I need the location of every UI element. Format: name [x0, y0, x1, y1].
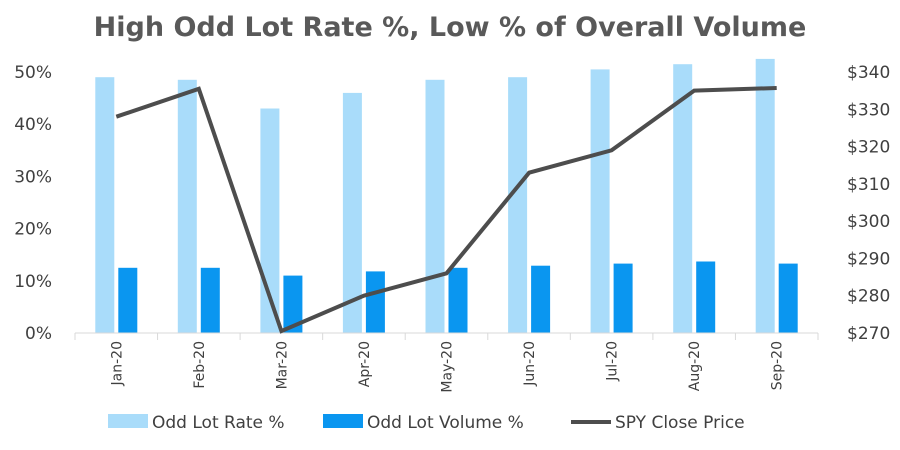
y-right-tick-label: $340	[847, 63, 890, 83]
bar-odd-lot-rate-may-20	[425, 79, 445, 333]
x-tick-label: Jan-20	[109, 341, 125, 386]
bar-odd-lot-volume-may-20	[448, 267, 468, 334]
y-left-tick-label: 0%	[25, 324, 52, 344]
bar-odd-lot-rate-feb-20	[177, 79, 197, 333]
x-tick-label: Jun-20	[522, 341, 538, 387]
y-right-tick-label: $330	[847, 100, 890, 120]
bar-odd-lot-rate-jun-20	[508, 77, 528, 333]
axes-layer: Jan-20 Feb-20 Mar-20 Apr-20 May-20 Jun-20 Jul-…	[14, 63, 890, 393]
bar-odd-lot-rate-sep-20	[755, 58, 775, 334]
y-right-tick-label: $290	[847, 249, 890, 269]
x-tick-label: Apr-20	[357, 341, 373, 387]
y-left-tick-label: 10%	[14, 272, 52, 292]
legend-swatch-odd-lot-volume	[323, 414, 363, 428]
y-left-tick-label: 40%	[14, 115, 52, 135]
x-tick-label: Aug-20	[687, 341, 703, 391]
line-layer	[115, 86, 777, 334]
bar-odd-lot-volume-jan-20	[118, 267, 138, 334]
y-right-tick-label: $280	[847, 287, 890, 307]
x-tick-label: Mar-20	[274, 341, 290, 389]
bar-odd-lot-volume-sep-20	[778, 263, 798, 333]
bar-odd-lot-rate-jul-20	[590, 69, 610, 334]
bar-odd-lot-volume-feb-20	[200, 267, 220, 334]
y-left-tick-label: 30%	[14, 167, 52, 187]
bar-odd-lot-volume-mar-20	[283, 275, 303, 333]
bar-odd-lot-rate-aug-20	[673, 64, 693, 333]
x-tick-label: Feb-20	[192, 341, 208, 389]
chart-title: High Odd Lot Rate %, Low % of Overall Vo…	[94, 12, 807, 43]
legend-swatch-odd-lot-rate	[108, 414, 148, 428]
bar-odd-lot-rate-apr-20	[342, 92, 362, 334]
bars-layer	[95, 58, 798, 334]
bar-odd-lot-volume-aug-20	[696, 261, 716, 333]
legend-label: Odd Lot Volume %	[367, 413, 524, 433]
y-left-tick-label: 20%	[14, 220, 52, 240]
legend: Odd Lot Rate % Odd Lot Volume % SPY Close …	[108, 413, 745, 433]
x-tick-label: Sep-20	[770, 341, 786, 390]
bar-odd-lot-volume-jul-20	[613, 263, 633, 333]
series-line-spy-close-price	[115, 86, 777, 334]
bar-odd-lot-volume-jun-20	[531, 265, 551, 333]
bar-odd-lot-volume-apr-20	[365, 271, 385, 333]
bar-odd-lot-rate-mar-20	[260, 108, 280, 333]
x-tick-label: Jul-20	[605, 341, 621, 382]
y-left-tick-label: 50%	[14, 63, 52, 83]
y-right-tick-label: $320	[847, 138, 890, 158]
y-right-tick-label: $310	[847, 175, 890, 195]
legend-label: Odd Lot Rate %	[152, 413, 285, 433]
x-tick-label: May-20	[440, 341, 456, 393]
bar-odd-lot-rate-jan-20	[95, 77, 115, 333]
legend-label: SPY Close Price	[615, 413, 745, 433]
y-right-tick-label: $270	[847, 324, 890, 344]
y-right-tick-label: $300	[847, 212, 890, 232]
